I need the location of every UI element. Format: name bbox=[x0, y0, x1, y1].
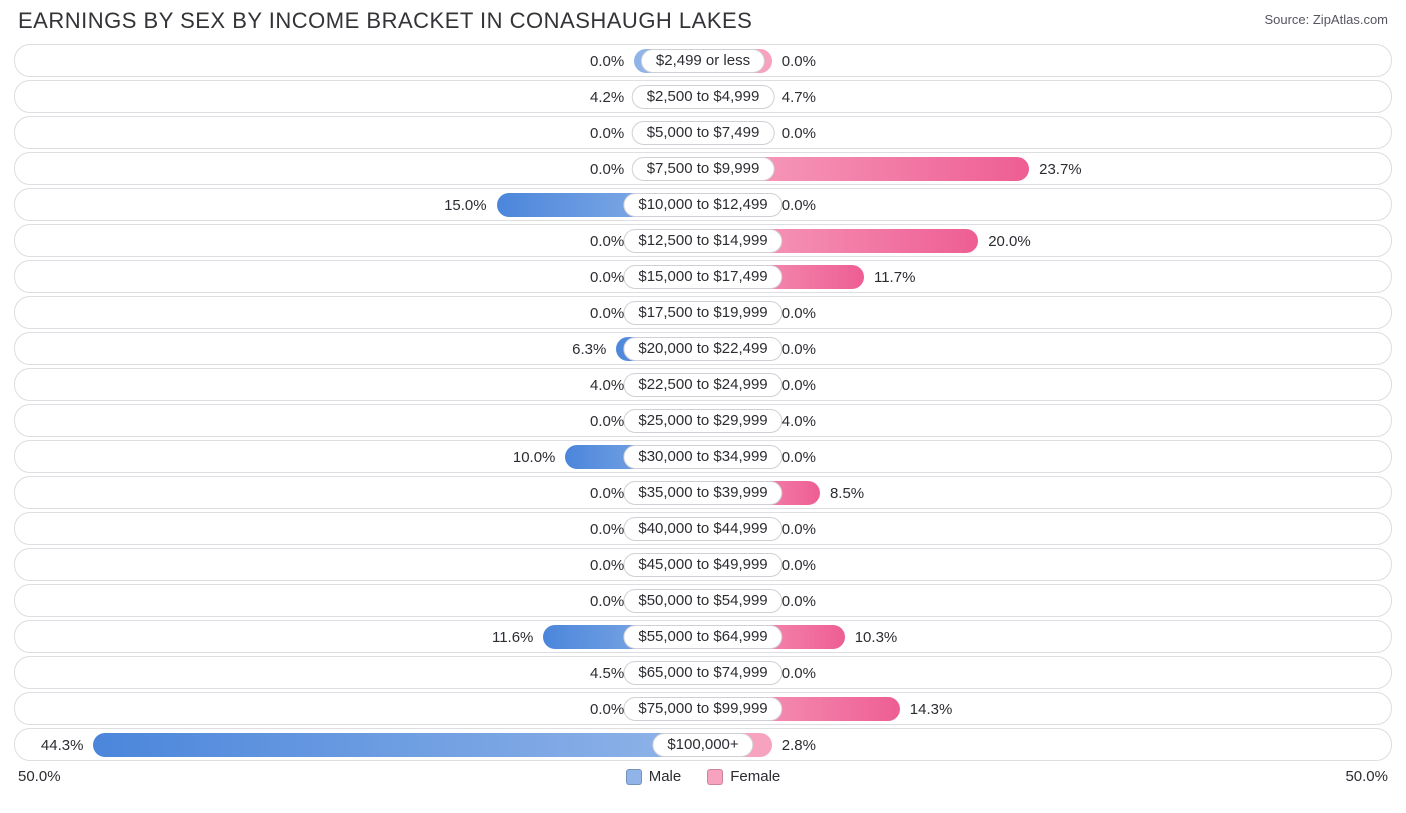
male-value-label: 0.0% bbox=[590, 585, 624, 617]
category-pill: $40,000 to $44,999 bbox=[623, 517, 782, 541]
category-pill: $50,000 to $54,999 bbox=[623, 589, 782, 613]
chart-source: Source: ZipAtlas.com bbox=[1264, 8, 1388, 27]
female-value-label: 0.0% bbox=[782, 189, 816, 221]
male-swatch-icon bbox=[626, 769, 642, 785]
legend: Male Female bbox=[626, 768, 781, 785]
chart-row: $40,000 to $44,9990.0% 0.0% bbox=[14, 512, 1392, 545]
category-pill: $55,000 to $64,999 bbox=[623, 625, 782, 649]
male-value-label: 0.0% bbox=[590, 549, 624, 581]
chart-title: EARNINGS BY SEX BY INCOME BRACKET IN CON… bbox=[18, 8, 752, 34]
chart-row: $2,500 to $4,999 4.2% 4.7% bbox=[14, 80, 1392, 113]
category-pill: $10,000 to $12,499 bbox=[623, 193, 782, 217]
female-value-label: 14.3% bbox=[910, 693, 953, 725]
female-value-label: 2.8% bbox=[782, 729, 816, 761]
category-pill: $100,000+ bbox=[652, 733, 753, 757]
chart-row: $55,000 to $64,999 11.6% 10.3% bbox=[14, 620, 1392, 653]
chart-footer: 50.0% Male Female 50.0% bbox=[0, 764, 1406, 785]
male-value-label: 0.0% bbox=[590, 513, 624, 545]
female-value-label: 0.0% bbox=[782, 585, 816, 617]
category-pill: $35,000 to $39,999 bbox=[623, 481, 782, 505]
chart-row: $15,000 to $17,4990.0% 11.7% bbox=[14, 260, 1392, 293]
category-pill: $7,500 to $9,999 bbox=[632, 157, 775, 181]
male-value-label: 44.3% bbox=[41, 729, 84, 761]
female-value-label: 0.0% bbox=[782, 441, 816, 473]
chart-row: $50,000 to $54,9990.0% 0.0% bbox=[14, 584, 1392, 617]
female-value-label: 4.0% bbox=[782, 405, 816, 437]
chart-row: $12,500 to $14,9990.0% 20.0% bbox=[14, 224, 1392, 257]
male-value-label: 0.0% bbox=[590, 117, 624, 149]
legend-male-label: Male bbox=[649, 768, 682, 785]
chart-row: $7,500 to $9,999 0.0% 23.7% bbox=[14, 152, 1392, 185]
male-value-label: 4.5% bbox=[590, 657, 624, 689]
legend-female-label: Female bbox=[730, 768, 780, 785]
category-pill: $20,000 to $22,499 bbox=[623, 337, 782, 361]
axis-right-label: 50.0% bbox=[1345, 768, 1388, 785]
female-value-label: 0.0% bbox=[782, 369, 816, 401]
chart-row: $35,000 to $39,9990.0% 8.5% bbox=[14, 476, 1392, 509]
male-value-label: 4.0% bbox=[590, 369, 624, 401]
chart-row: $17,500 to $19,9990.0% 0.0% bbox=[14, 296, 1392, 329]
chart-area: $2,499 or less 0.0% 0.0% $2,500 to $4,999 4.… bbox=[0, 40, 1406, 761]
category-pill: $30,000 to $34,999 bbox=[623, 445, 782, 469]
female-value-label: 0.0% bbox=[782, 117, 816, 149]
male-value-label: 0.0% bbox=[590, 45, 624, 77]
female-swatch-icon bbox=[707, 769, 723, 785]
category-pill: $2,499 or less bbox=[641, 49, 765, 73]
chart-row: $75,000 to $99,9990.0% 14.3% bbox=[14, 692, 1392, 725]
category-pill: $15,000 to $17,499 bbox=[623, 265, 782, 289]
category-pill: $65,000 to $74,999 bbox=[623, 661, 782, 685]
male-value-label: 0.0% bbox=[590, 225, 624, 257]
axis-left-label: 50.0% bbox=[18, 768, 61, 785]
female-value-label: 10.3% bbox=[855, 621, 898, 653]
chart-row: $25,000 to $29,9990.0% 4.0% bbox=[14, 404, 1392, 437]
chart-header: EARNINGS BY SEX BY INCOME BRACKET IN CON… bbox=[0, 0, 1406, 40]
chart-row: $65,000 to $74,9994.5% 0.0% bbox=[14, 656, 1392, 689]
male-value-label: 0.0% bbox=[590, 477, 624, 509]
male-value-label: 0.0% bbox=[590, 261, 624, 293]
chart-row: $20,000 to $22,499 6.3% 0.0% bbox=[14, 332, 1392, 365]
chart-row: $30,000 to $34,999 10.0% 0.0% bbox=[14, 440, 1392, 473]
female-value-label: 0.0% bbox=[782, 513, 816, 545]
male-value-label: 15.0% bbox=[444, 189, 487, 221]
chart-row: $45,000 to $49,9990.0% 0.0% bbox=[14, 548, 1392, 581]
female-value-label: 0.0% bbox=[782, 333, 816, 365]
male-value-label: 4.2% bbox=[590, 81, 624, 113]
male-value-label: 0.0% bbox=[590, 693, 624, 725]
legend-item-female: Female bbox=[707, 768, 780, 785]
female-value-label: 4.7% bbox=[782, 81, 816, 113]
category-pill: $45,000 to $49,999 bbox=[623, 553, 782, 577]
category-pill: $25,000 to $29,999 bbox=[623, 409, 782, 433]
female-value-label: 20.0% bbox=[988, 225, 1031, 257]
legend-item-male: Male bbox=[626, 768, 682, 785]
chart-row: $22,500 to $24,9994.0% 0.0% bbox=[14, 368, 1392, 401]
category-pill: $12,500 to $14,999 bbox=[623, 229, 782, 253]
female-value-label: 0.0% bbox=[782, 45, 816, 77]
chart-row: $100,000+ 44.3% 2.8% bbox=[14, 728, 1392, 761]
category-pill: $75,000 to $99,999 bbox=[623, 697, 782, 721]
female-value-label: 0.0% bbox=[782, 297, 816, 329]
male-bar bbox=[93, 733, 703, 757]
female-value-label: 0.0% bbox=[782, 549, 816, 581]
category-pill: $17,500 to $19,999 bbox=[623, 301, 782, 325]
male-value-label: 6.3% bbox=[572, 333, 606, 365]
chart-row: $5,000 to $7,499 0.0% 0.0% bbox=[14, 116, 1392, 149]
male-value-label: 11.6% bbox=[492, 621, 533, 653]
male-value-label: 0.0% bbox=[590, 297, 624, 329]
chart-row: $2,499 or less 0.0% 0.0% bbox=[14, 44, 1392, 77]
female-value-label: 8.5% bbox=[830, 477, 864, 509]
category-pill: $22,500 to $24,999 bbox=[623, 373, 782, 397]
female-value-label: 23.7% bbox=[1039, 153, 1082, 185]
female-value-label: 11.7% bbox=[874, 261, 915, 293]
category-pill: $2,500 to $4,999 bbox=[632, 85, 775, 109]
male-value-label: 0.0% bbox=[590, 405, 624, 437]
male-value-label: 0.0% bbox=[590, 153, 624, 185]
female-value-label: 0.0% bbox=[782, 657, 816, 689]
category-pill: $5,000 to $7,499 bbox=[632, 121, 775, 145]
male-value-label: 10.0% bbox=[513, 441, 556, 473]
chart-row: $10,000 to $12,499 15.0% 0.0% bbox=[14, 188, 1392, 221]
